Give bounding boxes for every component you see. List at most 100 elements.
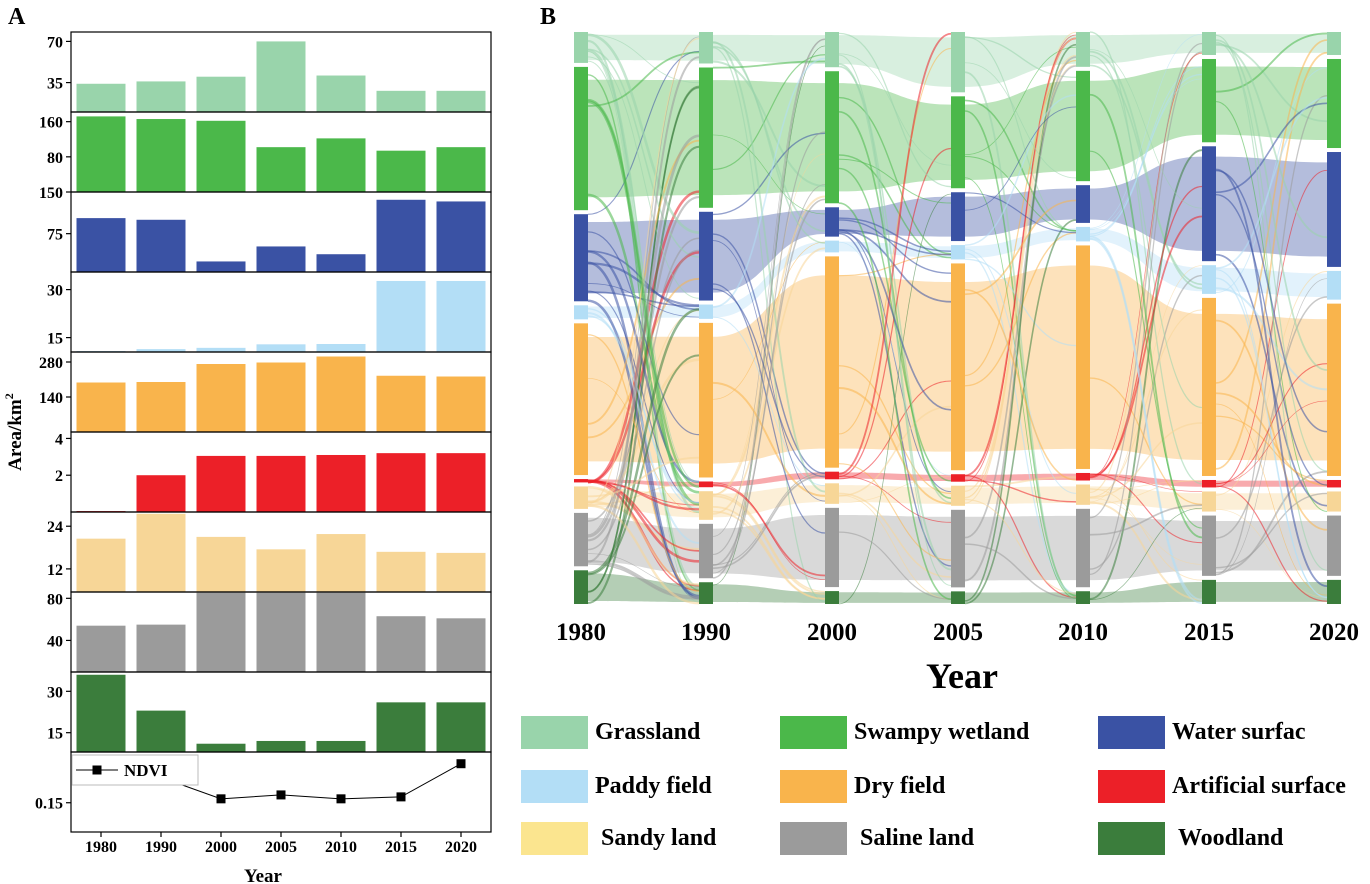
year-label-2000: 2000 [807, 619, 857, 646]
exchange-flow [712, 241, 826, 400]
legend-label-water: Water surfac [1172, 719, 1306, 745]
flow-woodland-2010-2015 [1090, 582, 1202, 603]
exchange-flow [587, 480, 700, 511]
exchange-flow [838, 63, 952, 571]
ndvi-point-2010 [336, 794, 346, 804]
exchange-flow [587, 504, 700, 605]
exchange-flow [1089, 49, 1203, 209]
exchange-flow [1215, 470, 1328, 574]
flow-sandy-2015-2020 [1216, 493, 1327, 510]
bar-woodland-1980 [76, 674, 126, 752]
node-dry-2010 [1076, 245, 1090, 469]
exchange-flow [1215, 169, 1328, 488]
exchange-flow [838, 405, 952, 497]
exchange-flow [1089, 54, 1203, 409]
exchange-flow [964, 106, 1077, 211]
year-label-2020: 2020 [1309, 619, 1359, 646]
exchange-flow [712, 283, 826, 534]
bar-dry-2010 [316, 356, 366, 432]
exchange-flow [1215, 32, 1328, 93]
legend-item-woodland: Woodland [1098, 822, 1284, 855]
legend-label-dry: Dry field [854, 773, 946, 799]
flow-sandy-2010-2015 [1090, 486, 1202, 510]
bar-saline-2015 [376, 616, 426, 672]
panel-a-y-label: Area/km2 [2, 393, 26, 470]
exchange-flow [1089, 265, 1203, 503]
x-tick-label: 2005 [265, 839, 297, 856]
exchange-flow [1089, 235, 1203, 601]
node-sandy-1990 [699, 491, 713, 520]
legend-swatch-grassland [521, 716, 588, 749]
legend-item-paddy: Paddy field [521, 770, 712, 803]
bar-grassland-2020 [436, 90, 486, 112]
bar-saline-2020 [436, 618, 486, 672]
sankey-year-labels: 1980 1990 2000 2005 2010 2015 2020 [556, 619, 1359, 646]
bar-dry-1980 [76, 382, 126, 432]
year-label-2015: 2015 [1184, 619, 1234, 646]
node-saline-2010 [1076, 508, 1090, 588]
node-dry-2005 [951, 263, 965, 471]
exchange-flow [712, 45, 826, 232]
exchange-flow [964, 476, 1077, 488]
exchange-flow [1089, 42, 1203, 519]
exchange-flow [587, 49, 700, 514]
exchange-flow [587, 37, 700, 505]
exchange-flow [964, 479, 1077, 503]
ndvi-point-2015 [396, 792, 406, 802]
legend-label-sandy: Sandy land [601, 825, 717, 851]
bar-saline-2010 [316, 592, 366, 672]
exchange-flow [1089, 150, 1203, 529]
panel-a-x-label: Year [244, 866, 283, 884]
exchange-flow [838, 110, 952, 500]
year-label-1980: 1980 [556, 619, 606, 646]
y-tick-label: 4 [55, 431, 63, 448]
x-tick-label: 2020 [445, 839, 477, 856]
node-paddy-2000 [825, 240, 839, 253]
exchange-flow [964, 219, 1077, 605]
bar-water-2020 [436, 201, 486, 272]
bar-paddy-2010 [316, 344, 366, 352]
ndvi-legend: NDVI [71, 754, 199, 786]
bar-sandy-1980 [76, 538, 126, 592]
y-tick-label: 80 [47, 591, 63, 608]
y-tick-label: 280 [39, 355, 63, 372]
exchange-flow [964, 543, 1077, 600]
year-label-2005: 2005 [933, 619, 983, 646]
bar-panel-sandy: 12 24 [47, 511, 492, 593]
bar-sandy-1990 [136, 513, 186, 592]
flow-paddy-2015-2020 [1216, 267, 1327, 298]
node-grassland-2015 [1202, 32, 1216, 55]
bar-water-2010 [316, 254, 366, 272]
exchange-flow [587, 308, 700, 575]
y-tick-label: 40 [47, 633, 63, 650]
flow-dry-2010-2015 [1090, 265, 1202, 460]
exchange-flow [964, 43, 1077, 602]
node-saline-2005 [951, 509, 965, 588]
exchange-flow [712, 132, 826, 216]
legend-item-water: Water surfac [1098, 716, 1306, 749]
panel-a-label: A [8, 4, 26, 30]
panel-a-y-label-base: Area/km [5, 399, 26, 471]
exchange-flow [838, 475, 952, 523]
exchange-flow [838, 219, 952, 274]
panel-b-label: B [540, 4, 556, 30]
exchange-flow [712, 42, 826, 244]
bar-saline-2005 [256, 592, 306, 672]
ndvi-legend-marker [92, 765, 102, 775]
flow-woodland-1990-2000 [713, 584, 825, 603]
node-grassland-1980 [574, 32, 588, 63]
legend-item-sandy: Sandy land [521, 822, 717, 855]
bar-water-2000 [196, 261, 246, 272]
exchange-flow [964, 34, 1077, 482]
exchange-flow [964, 177, 1077, 599]
exchange-flow [964, 37, 1077, 504]
legend-swatch-woodland [1098, 822, 1165, 855]
bar-grassland-2010 [316, 75, 366, 112]
bar-panel-water: 75 150 [39, 185, 492, 273]
exchange-flow [1215, 39, 1328, 371]
bar-saline-2000 [196, 592, 246, 672]
node-grassland-2000 [825, 32, 839, 68]
node-sandy-2005 [951, 485, 965, 506]
